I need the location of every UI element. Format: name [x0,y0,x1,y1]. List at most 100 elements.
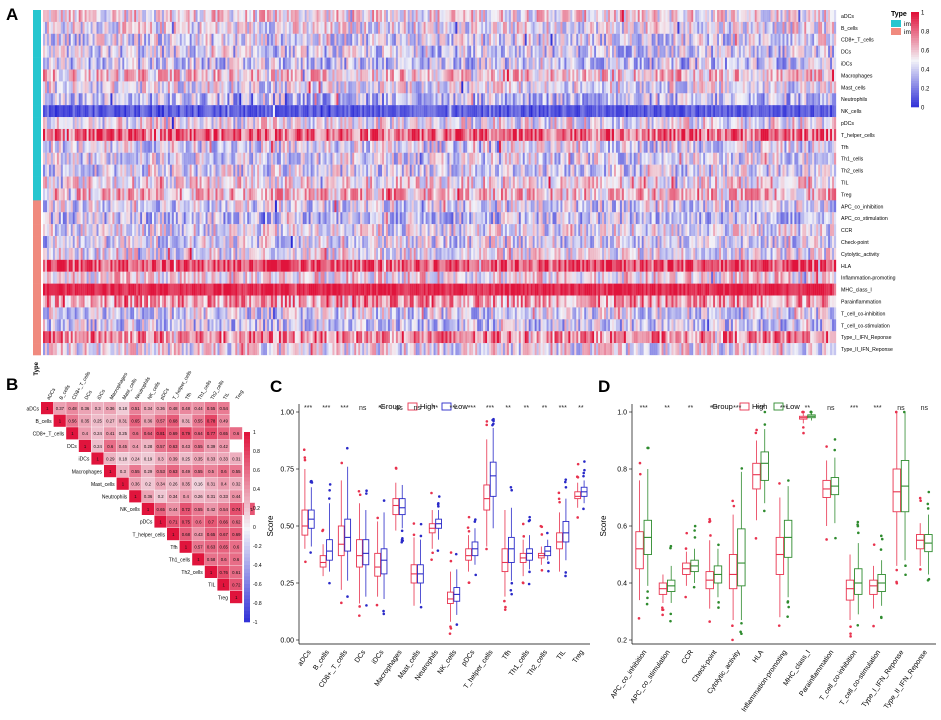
heatmap-cell [709,81,712,94]
heatmap-cell [336,128,339,142]
heatmap-cell [564,140,567,153]
heatmap-cell [330,57,333,70]
heatmap-cell [475,128,478,142]
heatmap-cell [187,57,190,70]
heatmap-cell [261,93,264,106]
heatmap-cell [693,69,696,82]
heatmap-cell [560,105,563,118]
heatmap-cell [106,21,109,34]
heatmap-cell [606,117,609,130]
heatmap-cell [330,93,333,106]
heatmap-cell [512,21,515,34]
heatmap-cell [766,21,769,34]
heatmap-cell [675,93,678,106]
heatmap-cell [463,33,466,46]
heatmap-cell [465,69,468,82]
heatmap-cell [296,45,299,58]
heatmap-cell [419,117,422,130]
heatmap-cell [152,93,155,106]
heatmap-cell [625,81,628,94]
heatmap-cell [736,10,740,23]
heatmap-cell [491,93,494,106]
heatmap-cell [326,69,329,82]
heatmap-cell [526,81,529,94]
heatmap-cell [651,128,654,142]
heatmap-cell [613,57,617,70]
heatmap-cell [382,10,385,23]
heatmap-cell [796,81,799,94]
heatmap-cell [134,93,137,106]
heatmap-cell [556,81,559,94]
heatmap-cell [324,105,327,118]
heatmap-cell [52,10,56,23]
heatmap-cell [308,105,311,118]
heatmap-cell [78,117,81,130]
heatmap-cell [691,69,694,82]
heatmap-cell [604,10,607,23]
heatmap-cell [639,45,642,58]
heatmap-cell [126,81,129,94]
heatmap-cell [382,128,385,142]
heatmap-cell [748,140,751,153]
heatmap-cell [128,152,131,165]
heatmap-cell [316,93,319,106]
heatmap-cell [150,45,153,58]
heatmap-cell [167,21,171,34]
heatmap-cell [518,10,521,23]
heatmap-cell [280,45,284,58]
heatmap-cell [806,140,809,153]
heatmap-cell [711,81,714,94]
heatmap-cell [340,33,343,46]
heatmap-cell [481,21,484,34]
heatmap-cell [302,93,305,106]
heatmap-cell [146,152,149,165]
heatmap-cell [120,93,123,106]
heatmap-cell [475,81,478,94]
heatmap-cell [150,33,153,46]
heatmap-cell [707,105,710,118]
heatmap-cell [231,152,234,165]
heatmap-cell [282,69,286,82]
heatmap-cell [728,57,732,70]
heatmap-cell [481,81,484,94]
heatmap-cell [229,128,232,142]
heatmap-cell [340,81,343,94]
heatmap-cell [568,33,571,46]
heatmap-cell [199,69,202,82]
heatmap-cell [536,93,539,106]
heatmap-cell [64,93,67,106]
heatmap-cell [600,21,603,34]
heatmap-cell [770,21,773,34]
heatmap-cell [679,117,682,130]
heatmap-cell [314,33,317,46]
heatmap-cell [479,33,482,46]
heatmap-cell [576,10,579,23]
heatmap-cell [389,21,393,34]
heatmap-cell [808,10,811,23]
heatmap-cell [148,117,151,130]
heatmap-cell [405,105,408,118]
heatmap-cell [724,10,728,23]
heatmap-cell [405,81,408,94]
heatmap-cell [711,117,714,130]
heatmap-cell [43,21,46,34]
heatmap-cell [588,93,591,106]
heatmap-cell [812,10,815,23]
heatmap-cell [181,105,184,118]
heatmap-cell [280,69,284,82]
heatmap-cell [60,152,63,165]
heatmap-cell [744,128,747,142]
heatmap-cell [746,57,749,70]
heatmap-cell [590,33,593,46]
heatmap-cell [744,81,747,94]
heatmap-cell [60,117,63,130]
heatmap-cell [483,21,486,34]
heatmap-cell [370,93,373,106]
heatmap-cell [832,81,835,94]
heatmap-cell [748,93,751,106]
heatmap-cell [719,93,722,106]
heatmap-cell [397,93,400,106]
type-bar-cell-dcs [33,45,41,58]
heatmap-cell [721,69,724,82]
heatmap-cell [832,105,835,118]
